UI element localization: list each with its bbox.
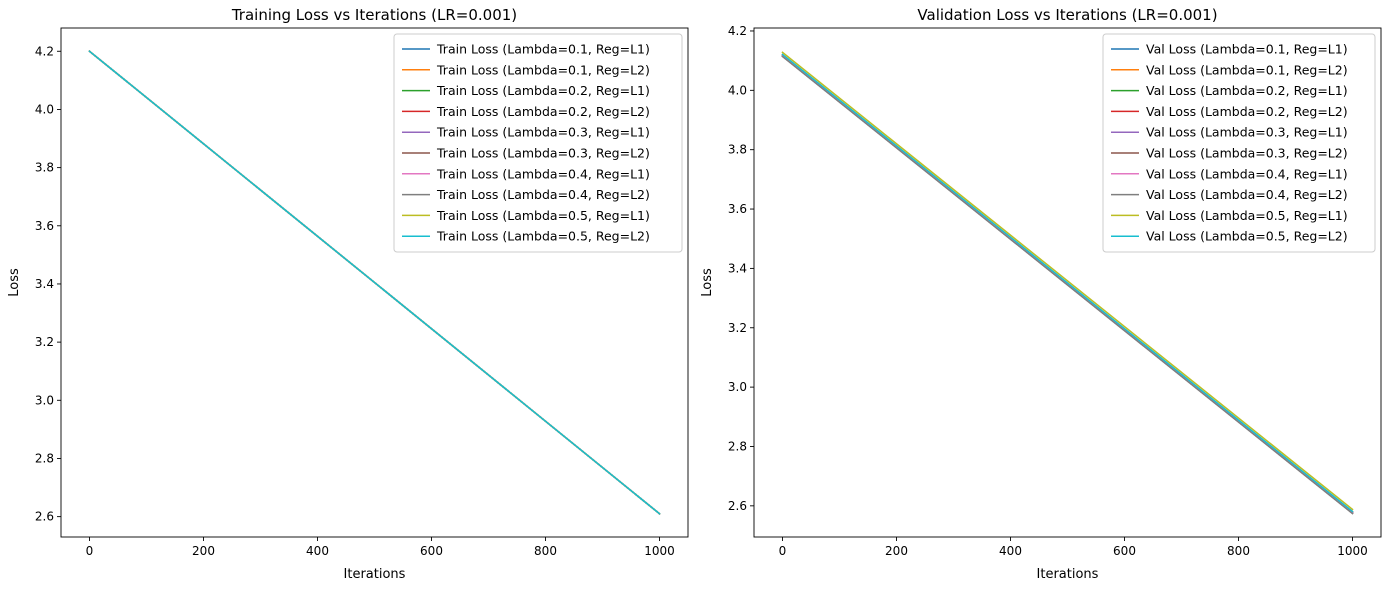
training-x-tick-label: 200 — [192, 544, 215, 558]
training-y-tick-label: 4.0 — [35, 102, 54, 116]
training-legend-label-10: Train Loss (Lambda=0.5, Reg=L2) — [436, 229, 650, 244]
training-x-tick-label: 400 — [306, 544, 329, 558]
training-y-tick-label: 3.2 — [35, 335, 54, 349]
validation-series-line-9 — [781, 51, 1354, 511]
training-legend-label-4: Train Loss (Lambda=0.2, Reg=L2) — [436, 104, 650, 119]
training-legend-label-2: Train Loss (Lambda=0.1, Reg=L2) — [436, 62, 650, 77]
validation-axes-frame — [753, 27, 1382, 538]
validation-y-tick-label: 3.6 — [728, 202, 747, 216]
training-legend-label-1: Train Loss (Lambda=0.1, Reg=L1) — [436, 42, 650, 57]
training-legend-box — [393, 33, 683, 253]
training-x-tick-label: 0 — [86, 544, 94, 558]
validation-legend-label-6: Val Loss (Lambda=0.3, Reg=L2) — [1146, 146, 1348, 161]
training-chart-title: Training Loss vs Iterations (LR=0.001) — [231, 6, 517, 24]
validation-x-axis-label: Iterations — [1037, 567, 1099, 582]
validation-y-tick-label: 4.0 — [728, 83, 747, 97]
validation-x-tick-label: 600 — [1113, 544, 1136, 558]
validation-x-tick-label: 200 — [885, 544, 908, 558]
training-legend: Train Loss (Lambda=0.1, Reg=L1) Train Los… — [393, 33, 683, 253]
training-legend-label-9: Train Loss (Lambda=0.5, Reg=L1) — [436, 208, 650, 223]
validation-y-tick-label: 3.4 — [728, 261, 747, 275]
training-series-line-10 — [88, 50, 661, 515]
validation-x-tick-label: 1000 — [1337, 544, 1368, 558]
training-y-tick-label: 3.4 — [35, 277, 54, 291]
validation-series-line-10 — [781, 53, 1354, 513]
training-loss-panel: Training Loss vs Iterations (LR=0.001) 0 2… — [7, 6, 689, 582]
training-legend-label-5: Train Loss (Lambda=0.3, Reg=L1) — [436, 125, 650, 140]
validation-legend-label-5: Val Loss (Lambda=0.3, Reg=L1) — [1146, 125, 1348, 140]
training-y-tick-label: 3.8 — [35, 161, 54, 175]
training-axes-frame — [60, 27, 689, 538]
training-x-tick-label: 800 — [534, 544, 557, 558]
validation-y-tick-label: 2.6 — [728, 499, 747, 513]
training-legend-label-7: Train Loss (Lambda=0.4, Reg=L1) — [436, 166, 650, 181]
training-y-tick-label: 3.6 — [35, 219, 54, 233]
validation-series-lines — [781, 51, 1354, 515]
validation-legend-label-8: Val Loss (Lambda=0.4, Reg=L2) — [1146, 187, 1348, 202]
validation-y-tick-label: 4.2 — [728, 24, 747, 38]
training-y-axis-label: Loss — [7, 268, 22, 297]
validation-legend-label-4: Val Loss (Lambda=0.2, Reg=L2) — [1146, 104, 1348, 119]
validation-legend-label-7: Val Loss (Lambda=0.4, Reg=L1) — [1146, 166, 1348, 181]
validation-x-tick-label: 400 — [999, 544, 1022, 558]
validation-legend-box — [1102, 33, 1376, 253]
validation-y-tick-label: 3.2 — [728, 321, 747, 335]
training-y-tick-label: 3.0 — [35, 393, 54, 407]
validation-legend-label-9: Val Loss (Lambda=0.5, Reg=L1) — [1146, 208, 1348, 223]
validation-series-line-8 — [781, 55, 1354, 515]
training-legend-label-3: Train Loss (Lambda=0.2, Reg=L1) — [436, 83, 650, 98]
training-legend-label-8: Train Loss (Lambda=0.4, Reg=L2) — [436, 187, 650, 202]
validation-loss-panel: Validation Loss vs Iterations (LR=0.001)… — [700, 6, 1382, 582]
validation-y-tick-label: 3.0 — [728, 380, 747, 394]
validation-x-tick-label: 800 — [1227, 544, 1250, 558]
training-x-tick-label: 1000 — [644, 544, 675, 558]
training-y-tick-label: 2.8 — [35, 451, 54, 465]
validation-legend-label-10: Val Loss (Lambda=0.5, Reg=L2) — [1146, 229, 1348, 244]
training-y-tick-label: 4.2 — [35, 44, 54, 58]
validation-x-tick-label: 0 — [779, 544, 787, 558]
training-x-tick-label: 600 — [420, 544, 443, 558]
validation-y-tick-label: 2.8 — [728, 439, 747, 453]
validation-legend-label-2: Val Loss (Lambda=0.1, Reg=L2) — [1146, 62, 1348, 77]
validation-chart-title: Validation Loss vs Iterations (LR=0.001) — [917, 6, 1217, 24]
training-x-axis-label: Iterations — [344, 567, 406, 582]
validation-y-tick-label: 3.8 — [728, 143, 747, 157]
validation-legend-label-1: Val Loss (Lambda=0.1, Reg=L1) — [1146, 42, 1348, 57]
validation-y-axis-label: Loss — [700, 268, 715, 297]
training-legend-label-6: Train Loss (Lambda=0.3, Reg=L2) — [436, 146, 650, 161]
validation-legend-label-3: Val Loss (Lambda=0.2, Reg=L1) — [1146, 83, 1348, 98]
training-y-tick-label: 2.6 — [35, 510, 54, 524]
validation-legend: Val Loss (Lambda=0.1, Reg=L1) Val Loss (L… — [1102, 33, 1376, 253]
training-series-lines — [88, 50, 661, 515]
